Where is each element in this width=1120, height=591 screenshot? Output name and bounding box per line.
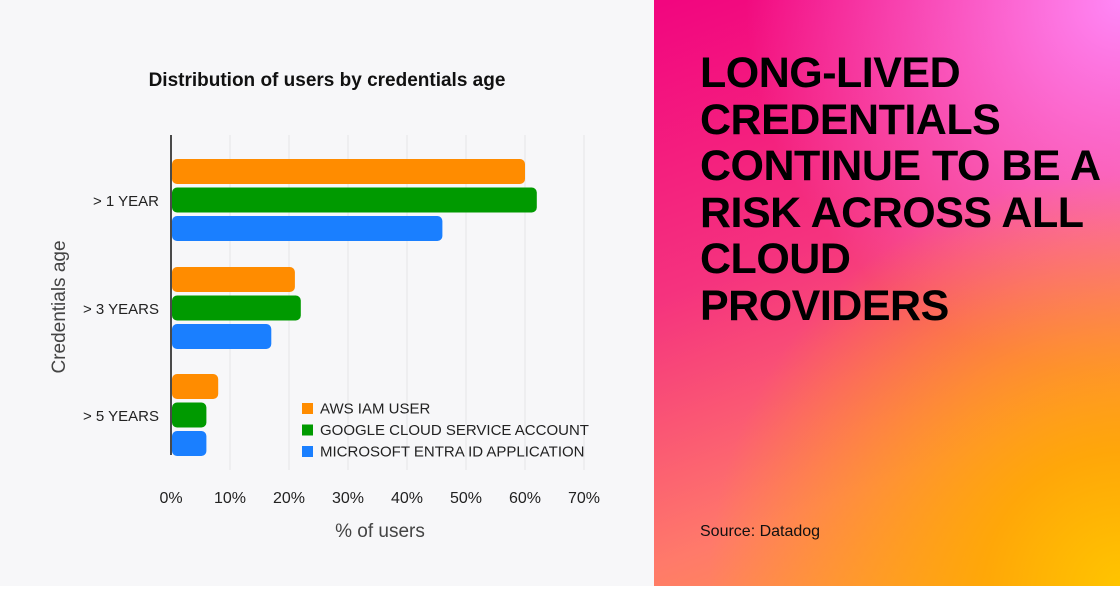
x-tick-label: 30% bbox=[332, 490, 364, 507]
y-axis-label: Credentials age bbox=[49, 240, 70, 373]
x-tick-label: 50% bbox=[450, 490, 482, 507]
x-tick-label: 20% bbox=[273, 490, 305, 507]
headline-panel: LONG-LIVED CREDENTIALS CONTINUE TO BE A … bbox=[654, 0, 1120, 586]
x-tick-label: 0% bbox=[159, 490, 182, 507]
category-label: > 3 YEARS bbox=[83, 301, 159, 318]
x-tick-label: 60% bbox=[509, 490, 541, 507]
source-note: Source: Datadog bbox=[700, 523, 821, 540]
chart-title: Distribution of users by credentials age bbox=[149, 70, 506, 91]
legend-swatch bbox=[302, 446, 313, 457]
legend-label: AWS IAM USER bbox=[320, 401, 430, 418]
bar-chart: 0% 10% 20% 30% 40% 50% 60% 70% Distribution of u… bbox=[49, 70, 600, 542]
bar-0-1 bbox=[172, 267, 295, 292]
headline: LONG-LIVED CREDENTIALS CONTINUE TO BE A … bbox=[700, 49, 1099, 330]
x-tick-label: 70% bbox=[568, 490, 600, 507]
x-axis-label: % of users bbox=[335, 521, 425, 542]
bar-1-2 bbox=[172, 402, 207, 428]
bar-2-1 bbox=[172, 324, 272, 349]
bar-1-1 bbox=[172, 295, 301, 321]
bar-0-0 bbox=[172, 159, 525, 184]
bar-1-0 bbox=[172, 187, 537, 213]
bar-2-0 bbox=[172, 216, 443, 241]
x-tick-label: 40% bbox=[391, 490, 423, 507]
chart-panel: 0% 10% 20% 30% 40% 50% 60% 70% Distribution of u… bbox=[49, 70, 601, 542]
legend-label: GOOGLE CLOUD SERVICE ACCOUNT bbox=[320, 422, 589, 439]
legend-label: MICROSOFT ENTRA ID APPLICATION bbox=[320, 444, 585, 461]
x-tick-label: 10% bbox=[214, 490, 246, 507]
bar-2-2 bbox=[172, 431, 207, 456]
bar-0-2 bbox=[172, 374, 219, 399]
legend-swatch bbox=[302, 424, 313, 436]
category-label: > 5 YEARS bbox=[83, 408, 159, 425]
legend-swatch bbox=[302, 403, 313, 414]
category-label: > 1 YEAR bbox=[93, 193, 159, 210]
